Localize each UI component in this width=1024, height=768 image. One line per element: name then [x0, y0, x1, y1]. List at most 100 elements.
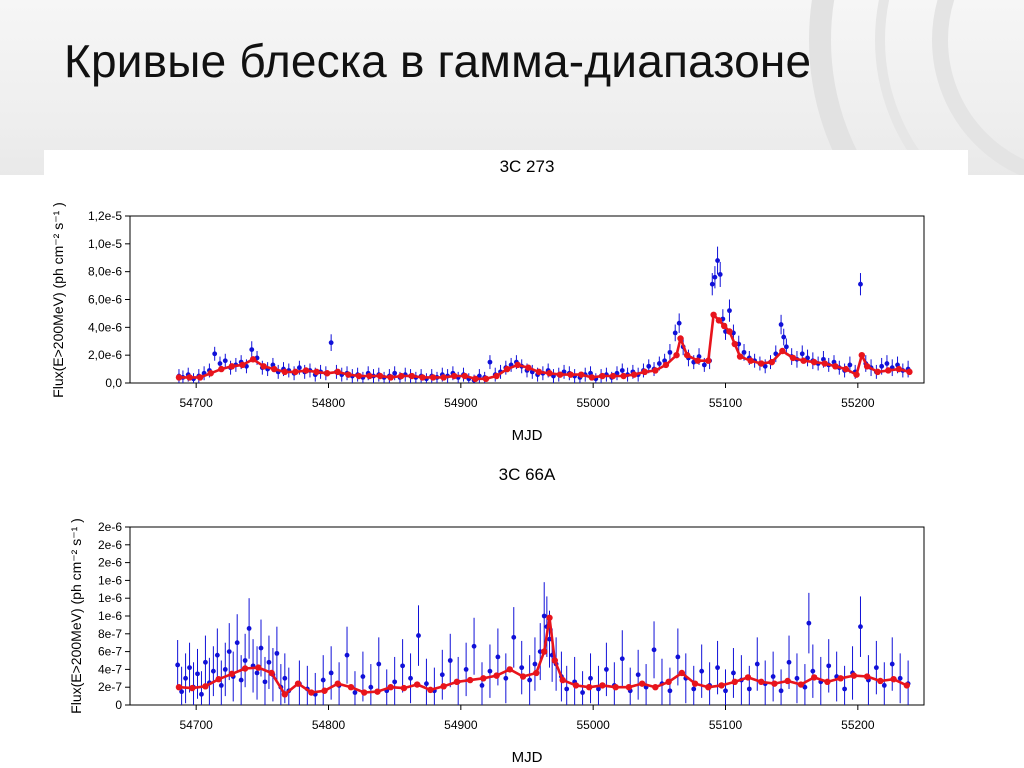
smoothed-point	[215, 675, 222, 683]
data-point	[897, 675, 903, 681]
data-point	[810, 668, 816, 674]
data-point	[274, 650, 280, 656]
data-point	[424, 681, 429, 687]
x-tick-label: 54900	[444, 718, 478, 732]
smoothed-point	[705, 684, 712, 691]
data-point	[487, 668, 493, 674]
data-point	[282, 675, 288, 681]
data-point	[656, 361, 662, 366]
data-point	[532, 661, 538, 667]
smoothed-point	[588, 374, 596, 381]
x-tick-label: 54700	[179, 396, 213, 410]
data-point	[495, 654, 501, 660]
y-tick-label: 4,0e-6	[88, 320, 122, 334]
smoothed-point	[559, 676, 566, 684]
data-point	[254, 670, 260, 676]
data-point	[646, 363, 652, 369]
data-point	[699, 668, 705, 674]
smoothed-point	[551, 657, 558, 664]
smoothed-point	[376, 372, 384, 380]
y-tick-label: 8e-7	[98, 627, 122, 641]
smoothed-point	[175, 684, 183, 691]
smoothed-point	[533, 669, 540, 677]
data-point	[179, 689, 185, 695]
data-point	[519, 665, 525, 671]
smoothed-point	[302, 367, 310, 374]
smoothed-point	[585, 684, 593, 691]
data-point	[249, 347, 255, 352]
smoothed-point	[906, 368, 913, 376]
data-point	[715, 665, 720, 671]
smoothed-point	[890, 675, 897, 683]
smoothed-point	[578, 371, 585, 378]
smoothed-point	[705, 357, 712, 364]
smoothed-point	[665, 678, 672, 686]
smoothed-point	[720, 322, 728, 330]
smoothed-curve	[178, 616, 908, 696]
y-tick-label: 2e-6	[98, 556, 122, 570]
data-point	[676, 320, 682, 326]
x-tick-label: 55100	[709, 718, 743, 732]
smoothed-point	[718, 682, 725, 689]
smoothed-point	[837, 675, 844, 682]
smoothed-point	[514, 361, 521, 369]
smoothed-point	[863, 673, 871, 680]
smoothed-point	[779, 347, 786, 355]
data-point	[416, 633, 421, 638]
data-point	[328, 340, 334, 346]
y-axis-label: Flux(E>200MeV) (ph cm⁻² s⁻¹ )	[50, 202, 66, 398]
smoothed-point	[630, 371, 638, 378]
smoothed-point	[641, 368, 648, 376]
data-point	[360, 674, 366, 679]
x-tick-label: 55100	[709, 396, 743, 410]
smoothed-point	[638, 680, 646, 687]
smoothed-point	[493, 372, 500, 380]
smoothed-point	[609, 372, 617, 380]
smoothed-point	[260, 363, 267, 370]
data-point	[296, 365, 302, 371]
smoothed-point	[461, 372, 469, 380]
smoothed-point	[789, 354, 797, 362]
data-point	[212, 351, 218, 357]
smoothed-point	[519, 673, 527, 680]
data-point	[672, 330, 678, 336]
smoothed-point	[895, 365, 903, 373]
data-point	[881, 683, 887, 688]
smoothed-point	[196, 374, 204, 381]
smoothed-point	[874, 368, 881, 376]
data-point	[884, 361, 890, 366]
smoothed-point	[239, 361, 246, 369]
smoothed-point	[308, 689, 315, 696]
smoothed-point	[572, 682, 580, 689]
x-tick-label: 55000	[576, 396, 610, 410]
data-point	[770, 674, 776, 679]
data-point	[675, 654, 681, 660]
data-points-series	[176, 246, 911, 383]
y-tick-label: 6e-7	[98, 645, 122, 659]
data-point	[376, 661, 382, 667]
smoothed-point	[186, 374, 193, 381]
data-point	[715, 258, 720, 263]
smoothed-point	[541, 648, 548, 655]
smoothed-point	[731, 340, 738, 348]
y-tick-label: 8,0e-6	[88, 265, 122, 279]
data-point	[858, 281, 863, 287]
data-point	[203, 659, 208, 665]
data-point	[799, 351, 805, 357]
data-point	[619, 656, 625, 662]
data-point	[187, 665, 192, 671]
data-point	[588, 675, 593, 681]
data-point	[794, 675, 800, 681]
data-point	[262, 679, 268, 685]
data-point	[564, 686, 570, 692]
smoothed-point	[482, 375, 490, 383]
smoothed-point	[535, 368, 543, 376]
data-point	[754, 661, 760, 667]
smoothed-point	[241, 665, 249, 672]
y-axis-label: Flux(E>200MeV) (ph cm⁻² s⁻¹ )	[68, 518, 84, 714]
data-point	[712, 274, 718, 280]
data-points-series	[175, 582, 911, 705]
smoothed-point	[877, 677, 884, 685]
data-point	[889, 661, 895, 667]
smoothed-point	[625, 684, 633, 691]
